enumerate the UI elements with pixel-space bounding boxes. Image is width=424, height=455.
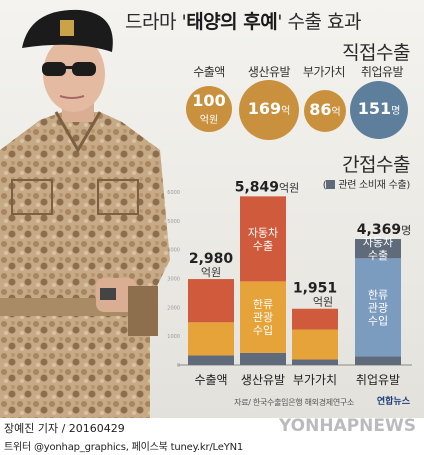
- bar-total-label: 1,951: [293, 281, 337, 297]
- x-category-label: 생산유발: [241, 373, 285, 387]
- bar-segment-tourism: [240, 281, 286, 353]
- social-links: 트위터 @yonhap_graphics, 페이스북 tuney.kr/LeYN…: [4, 442, 244, 453]
- source-note: 자료/ 한국수출입은행 해외경제연구소: [234, 398, 354, 407]
- infographic-card: 드라마 '태양의 후예' 수출 효과 직접수출 수출액 생산유발 부가가치 취업…: [0, 0, 424, 418]
- x-category-label: 취업유발: [356, 373, 400, 387]
- direct-value-production: 169: [247, 98, 282, 118]
- y-tick-label: 6000: [167, 190, 180, 196]
- watermark: YONHAPNEWS: [278, 416, 416, 436]
- bar-total-label: 2,980: [189, 251, 234, 267]
- y-tick-label: 3000: [167, 277, 180, 283]
- page-title: 드라마 '태양의 후예' 수출 효과: [125, 11, 361, 33]
- bar-inner-label: 수출: [368, 249, 388, 262]
- byline: 장예진 기자 / 20160429: [4, 422, 125, 435]
- y-tick-label: 1000: [167, 334, 180, 340]
- bar-total-unit: 억원: [201, 266, 221, 279]
- direct-unit-export: 억원: [199, 114, 219, 126]
- x-category-label: 수출액: [194, 373, 227, 387]
- indirect-export-chart: 01000200030004000500060002,980억원수출액5,849…: [167, 179, 412, 387]
- direct-label-production: 생산유발: [247, 65, 291, 79]
- bar-inner-label: 관광: [368, 301, 388, 314]
- bar-segment-auto: [188, 279, 234, 323]
- direct-value-value-added: 86: [309, 99, 332, 119]
- legend: (관련 소비재 수출): [322, 180, 410, 191]
- bar-segment-auto: [240, 196, 286, 282]
- direct-circle-employment: 151명: [350, 81, 408, 139]
- direct-label-value-added: 부가가치: [302, 65, 346, 79]
- y-tick-label: 4000: [167, 248, 180, 254]
- bar-total-value: 5,849: [235, 179, 279, 195]
- y-tick-label: 2000: [167, 305, 180, 311]
- bar-inner-label: 자동차: [363, 236, 393, 249]
- direct-value-export: 100: [192, 90, 226, 110]
- direct-value-employment: 151: [357, 98, 392, 118]
- direct-circle-production: 169억: [239, 80, 299, 140]
- bar-segment-consumer: [355, 356, 401, 365]
- legend-label: 관련 소비재 수출: [338, 180, 407, 191]
- bar-inner-label: 한류: [368, 288, 388, 301]
- soldier-illustration: [0, 9, 170, 418]
- bar-inner-label: 한류: [253, 298, 273, 311]
- bar-inner-label: 관광: [253, 311, 273, 324]
- bar-inner-label: 수출: [253, 239, 273, 252]
- bar-segment-consumer: [240, 352, 286, 365]
- bar-segment-auto: [292, 308, 338, 330]
- bar-segment-tourism: [188, 322, 234, 356]
- bar-inner-label: 수입: [368, 314, 388, 327]
- direct-unit-value-added: 억: [331, 106, 341, 118]
- direct-label-employment: 취업유발: [360, 65, 404, 79]
- bar-total-label: 5,849억원: [235, 179, 300, 195]
- bar-total-label: 4,369명: [357, 222, 411, 238]
- direct-export-title: 직접수출: [342, 42, 410, 64]
- y-tick-label: 0: [177, 363, 180, 369]
- yonhap-logo: 연합뉴스: [376, 397, 410, 407]
- direct-circle-export: 100 억원: [186, 86, 232, 132]
- direct-label-export: 수출액: [193, 65, 225, 79]
- bar-segment-tourism: [292, 329, 338, 360]
- indirect-export-title: 간접수출: [342, 154, 410, 176]
- bar-inner-label: 수입: [253, 324, 273, 337]
- y-tick-label: 5000: [167, 219, 180, 225]
- bar-total-unit: 억원: [279, 181, 299, 194]
- bar-segment-auto: [355, 239, 401, 259]
- x-category-label: 부가가치: [293, 373, 337, 387]
- direct-unit-production: 억: [281, 105, 291, 117]
- bar-total-value: 4,369: [357, 222, 401, 238]
- bar-segment-consumer: [188, 355, 234, 365]
- bar-total-unit: 억원: [313, 296, 333, 309]
- bar-segment-consumer: [292, 359, 338, 365]
- bar-inner-label: 자동차: [248, 226, 278, 239]
- bar-total-unit: 명: [401, 224, 411, 237]
- direct-unit-employment: 명: [391, 105, 401, 117]
- legend-swatch: [326, 180, 336, 189]
- bar-segment-tourism: [355, 258, 401, 357]
- direct-circle-value-added: 86억: [304, 90, 346, 132]
